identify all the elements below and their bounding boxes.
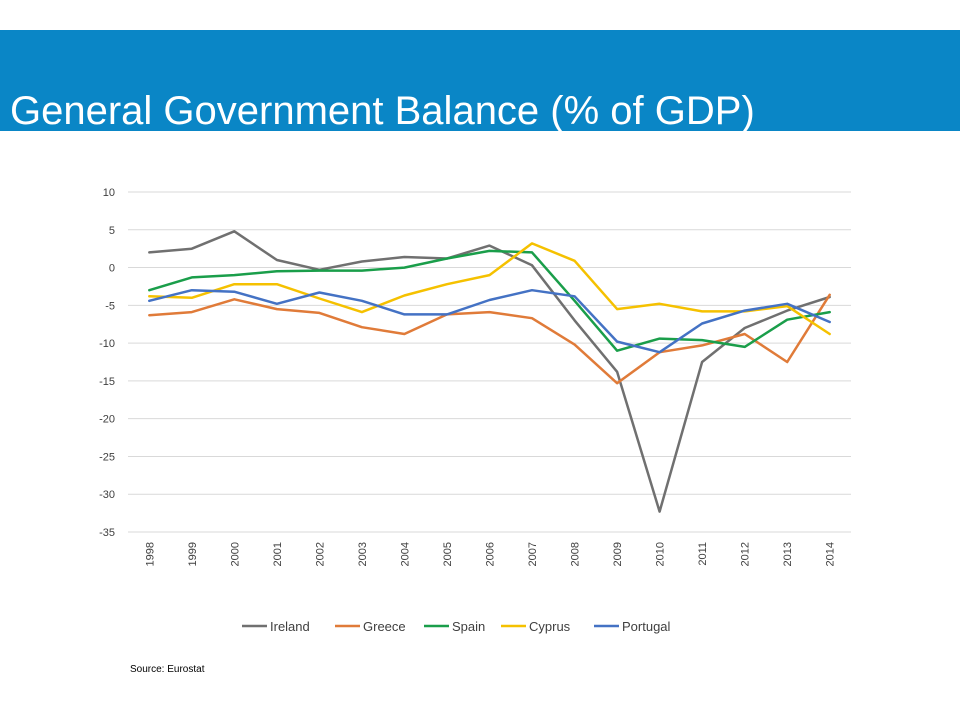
legend: Ireland Greece Spain Cyprus Portugal xyxy=(242,619,671,634)
source-note: Source: Eurostat xyxy=(130,664,205,675)
x-tick-label: 2012 xyxy=(740,542,752,566)
y-tick-label: -20 xyxy=(99,414,115,426)
legend-label-spain: Spain xyxy=(452,619,485,634)
x-tick-label: 2000 xyxy=(229,542,241,566)
legend-label-ireland: Ireland xyxy=(270,619,310,634)
y-tick-label: -5 xyxy=(105,300,115,312)
y-axis-ticks: 10 5 0 -5 -10 -15 -20 -25 -30 -35 xyxy=(99,187,115,539)
legend-label-greece: Greece xyxy=(363,619,406,634)
x-tick-label: 2002 xyxy=(314,542,326,566)
x-tick-label: 2009 xyxy=(612,542,624,566)
x-axis-ticks: 1998 1999 2000 2001 2002 2003 2004 2005 2006 2007… xyxy=(144,542,836,566)
x-tick-label: 2006 xyxy=(485,542,497,566)
x-tick-label: 2010 xyxy=(655,542,667,566)
gridlines xyxy=(128,191,851,533)
series-line-greece xyxy=(148,293,831,385)
series-lines xyxy=(148,230,831,513)
y-tick-label: 5 xyxy=(109,225,115,237)
title-bar: General Government Balance (% of GDP) xyxy=(0,30,960,133)
y-tick-label: 0 xyxy=(109,263,115,275)
series-line-portugal xyxy=(148,288,831,354)
page-title: General Government Balance (% of GDP) xyxy=(10,89,755,133)
series-line-cyprus xyxy=(148,242,831,336)
x-tick-label: 1999 xyxy=(187,542,199,566)
legend-label-portugal: Portugal xyxy=(622,619,671,634)
x-tick-label: 2014 xyxy=(825,542,837,566)
y-tick-label: -25 xyxy=(99,451,115,463)
x-tick-label: 1998 xyxy=(144,542,156,566)
y-tick-label: -35 xyxy=(99,527,115,539)
x-tick-label: 2005 xyxy=(442,542,454,566)
y-tick-label: -30 xyxy=(99,489,115,501)
x-tick-label: 2003 xyxy=(357,542,369,566)
legend-label-cyprus: Cyprus xyxy=(529,619,571,634)
x-tick-label: 2013 xyxy=(782,542,794,566)
series-line-ireland xyxy=(148,230,831,513)
x-tick-label: 2008 xyxy=(570,542,582,566)
x-tick-label: 2004 xyxy=(399,542,411,566)
x-tick-label: 2001 xyxy=(272,542,284,566)
y-tick-label: -10 xyxy=(99,338,115,350)
y-tick-label: 10 xyxy=(103,187,115,199)
series-line-spain xyxy=(148,249,831,352)
y-tick-label: -15 xyxy=(99,376,115,388)
x-tick-label: 2011 xyxy=(697,542,709,566)
x-tick-label: 2007 xyxy=(527,542,539,566)
